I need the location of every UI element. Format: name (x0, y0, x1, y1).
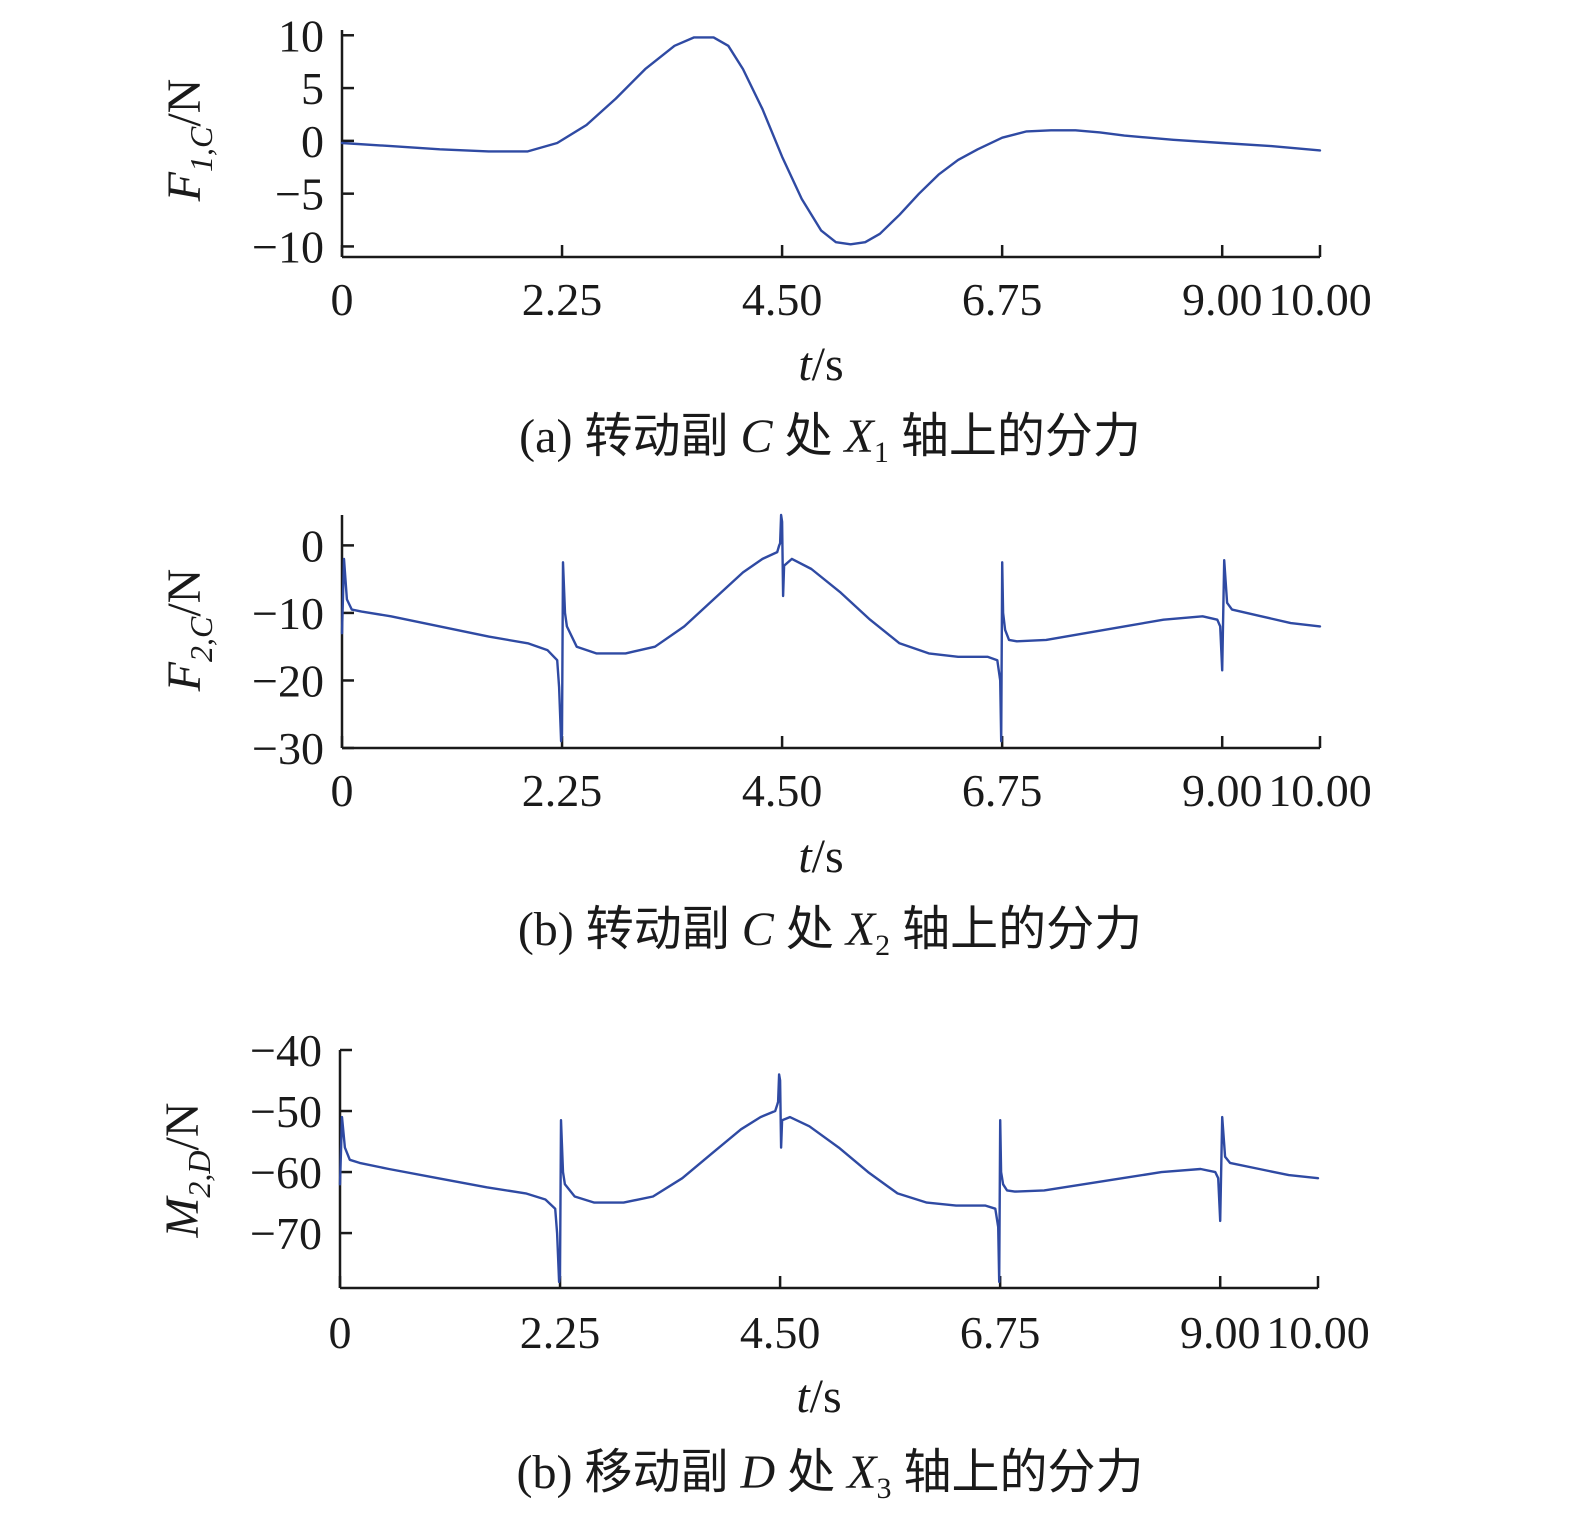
x-tick-label: 4.50 (742, 765, 823, 816)
y-tick-label: −10 (252, 221, 324, 272)
x-tick-label: 2.25 (522, 765, 603, 816)
x-axis-label: t/s (798, 338, 843, 391)
x-tick-label: 0 (329, 1307, 352, 1358)
y-tick-label: −5 (275, 169, 324, 220)
y-tick-label: 10 (278, 10, 324, 61)
y-tick-label: 0 (301, 520, 324, 571)
x-tick-label: 10.00 (1268, 765, 1372, 816)
x-tick-label: 9.00 (1180, 1307, 1261, 1358)
series-line (340, 36, 1322, 246)
x-tick-label: 9.00 (1182, 765, 1263, 816)
y-tick-label: 0 (301, 116, 324, 167)
y-axis-label: F1,C/N (158, 79, 219, 203)
x-tick-label: 6.75 (962, 274, 1043, 325)
y-tick-label: −50 (250, 1086, 322, 1137)
chart-caption: (b) 转动副 C 处 X2 轴上的分力 (518, 903, 1142, 962)
chart-caption: (b) 移动副 D 处 X3 轴上的分力 (516, 1446, 1143, 1505)
x-tick-label: 2.25 (522, 274, 603, 325)
y-tick-label: −30 (252, 723, 324, 774)
x-tick-label: 9.00 (1182, 274, 1263, 325)
x-tick-label: 4.50 (742, 274, 823, 325)
chart-caption: (a) 转动副 C 处 X1 轴上的分力 (519, 410, 1141, 469)
x-axis-label: t/s (796, 1370, 841, 1423)
y-tick-label: −40 (250, 1025, 322, 1076)
x-tick-label: 2.25 (520, 1307, 601, 1358)
x-tick-label: 0 (331, 274, 354, 325)
chart-panel-3: 0 2.25 4.50 6.75 9.00 10.00 −40 −50 −60 −70 t/s M2,… (156, 1025, 1370, 1505)
y-axis-label: M2,D/N (156, 1102, 217, 1238)
y-axis-label: F2,C/N (158, 569, 219, 693)
x-tick-label: 10.00 (1268, 274, 1372, 325)
x-tick-label: 10.00 (1266, 1307, 1370, 1358)
y-tick-label: −60 (250, 1147, 322, 1198)
x-tick-label: 0 (331, 765, 354, 816)
x-axis-label: t/s (798, 830, 843, 883)
chart-panel-2: 0 2.25 4.50 6.75 9.00 10.00 0 −10 −20 −30 t/s F2,C/… (158, 513, 1372, 962)
x-tick-label: 6.75 (960, 1307, 1041, 1358)
y-tick-label: −20 (252, 655, 324, 706)
chart-panel-1: 0 2.25 4.50 6.75 9.00 10.001050−5−10t/sF1,C/N… (158, 10, 1372, 469)
y-tick-label: −70 (250, 1208, 322, 1259)
series-line (340, 513, 1322, 743)
x-tick-label: 4.50 (740, 1307, 821, 1358)
series-line (338, 1073, 1320, 1284)
y-tick-label: −10 (252, 588, 324, 639)
y-tick-label: 5 (301, 63, 324, 114)
x-tick-label: 6.75 (962, 765, 1043, 816)
